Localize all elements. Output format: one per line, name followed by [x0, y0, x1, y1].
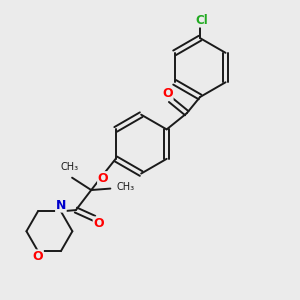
Text: N: N — [56, 199, 66, 212]
Text: CH₃: CH₃ — [60, 162, 78, 172]
Text: Cl: Cl — [195, 14, 208, 27]
Text: CH₃: CH₃ — [117, 182, 135, 192]
Text: O: O — [98, 172, 108, 185]
Text: O: O — [93, 217, 104, 230]
Text: O: O — [33, 250, 43, 263]
Text: O: O — [162, 87, 173, 100]
